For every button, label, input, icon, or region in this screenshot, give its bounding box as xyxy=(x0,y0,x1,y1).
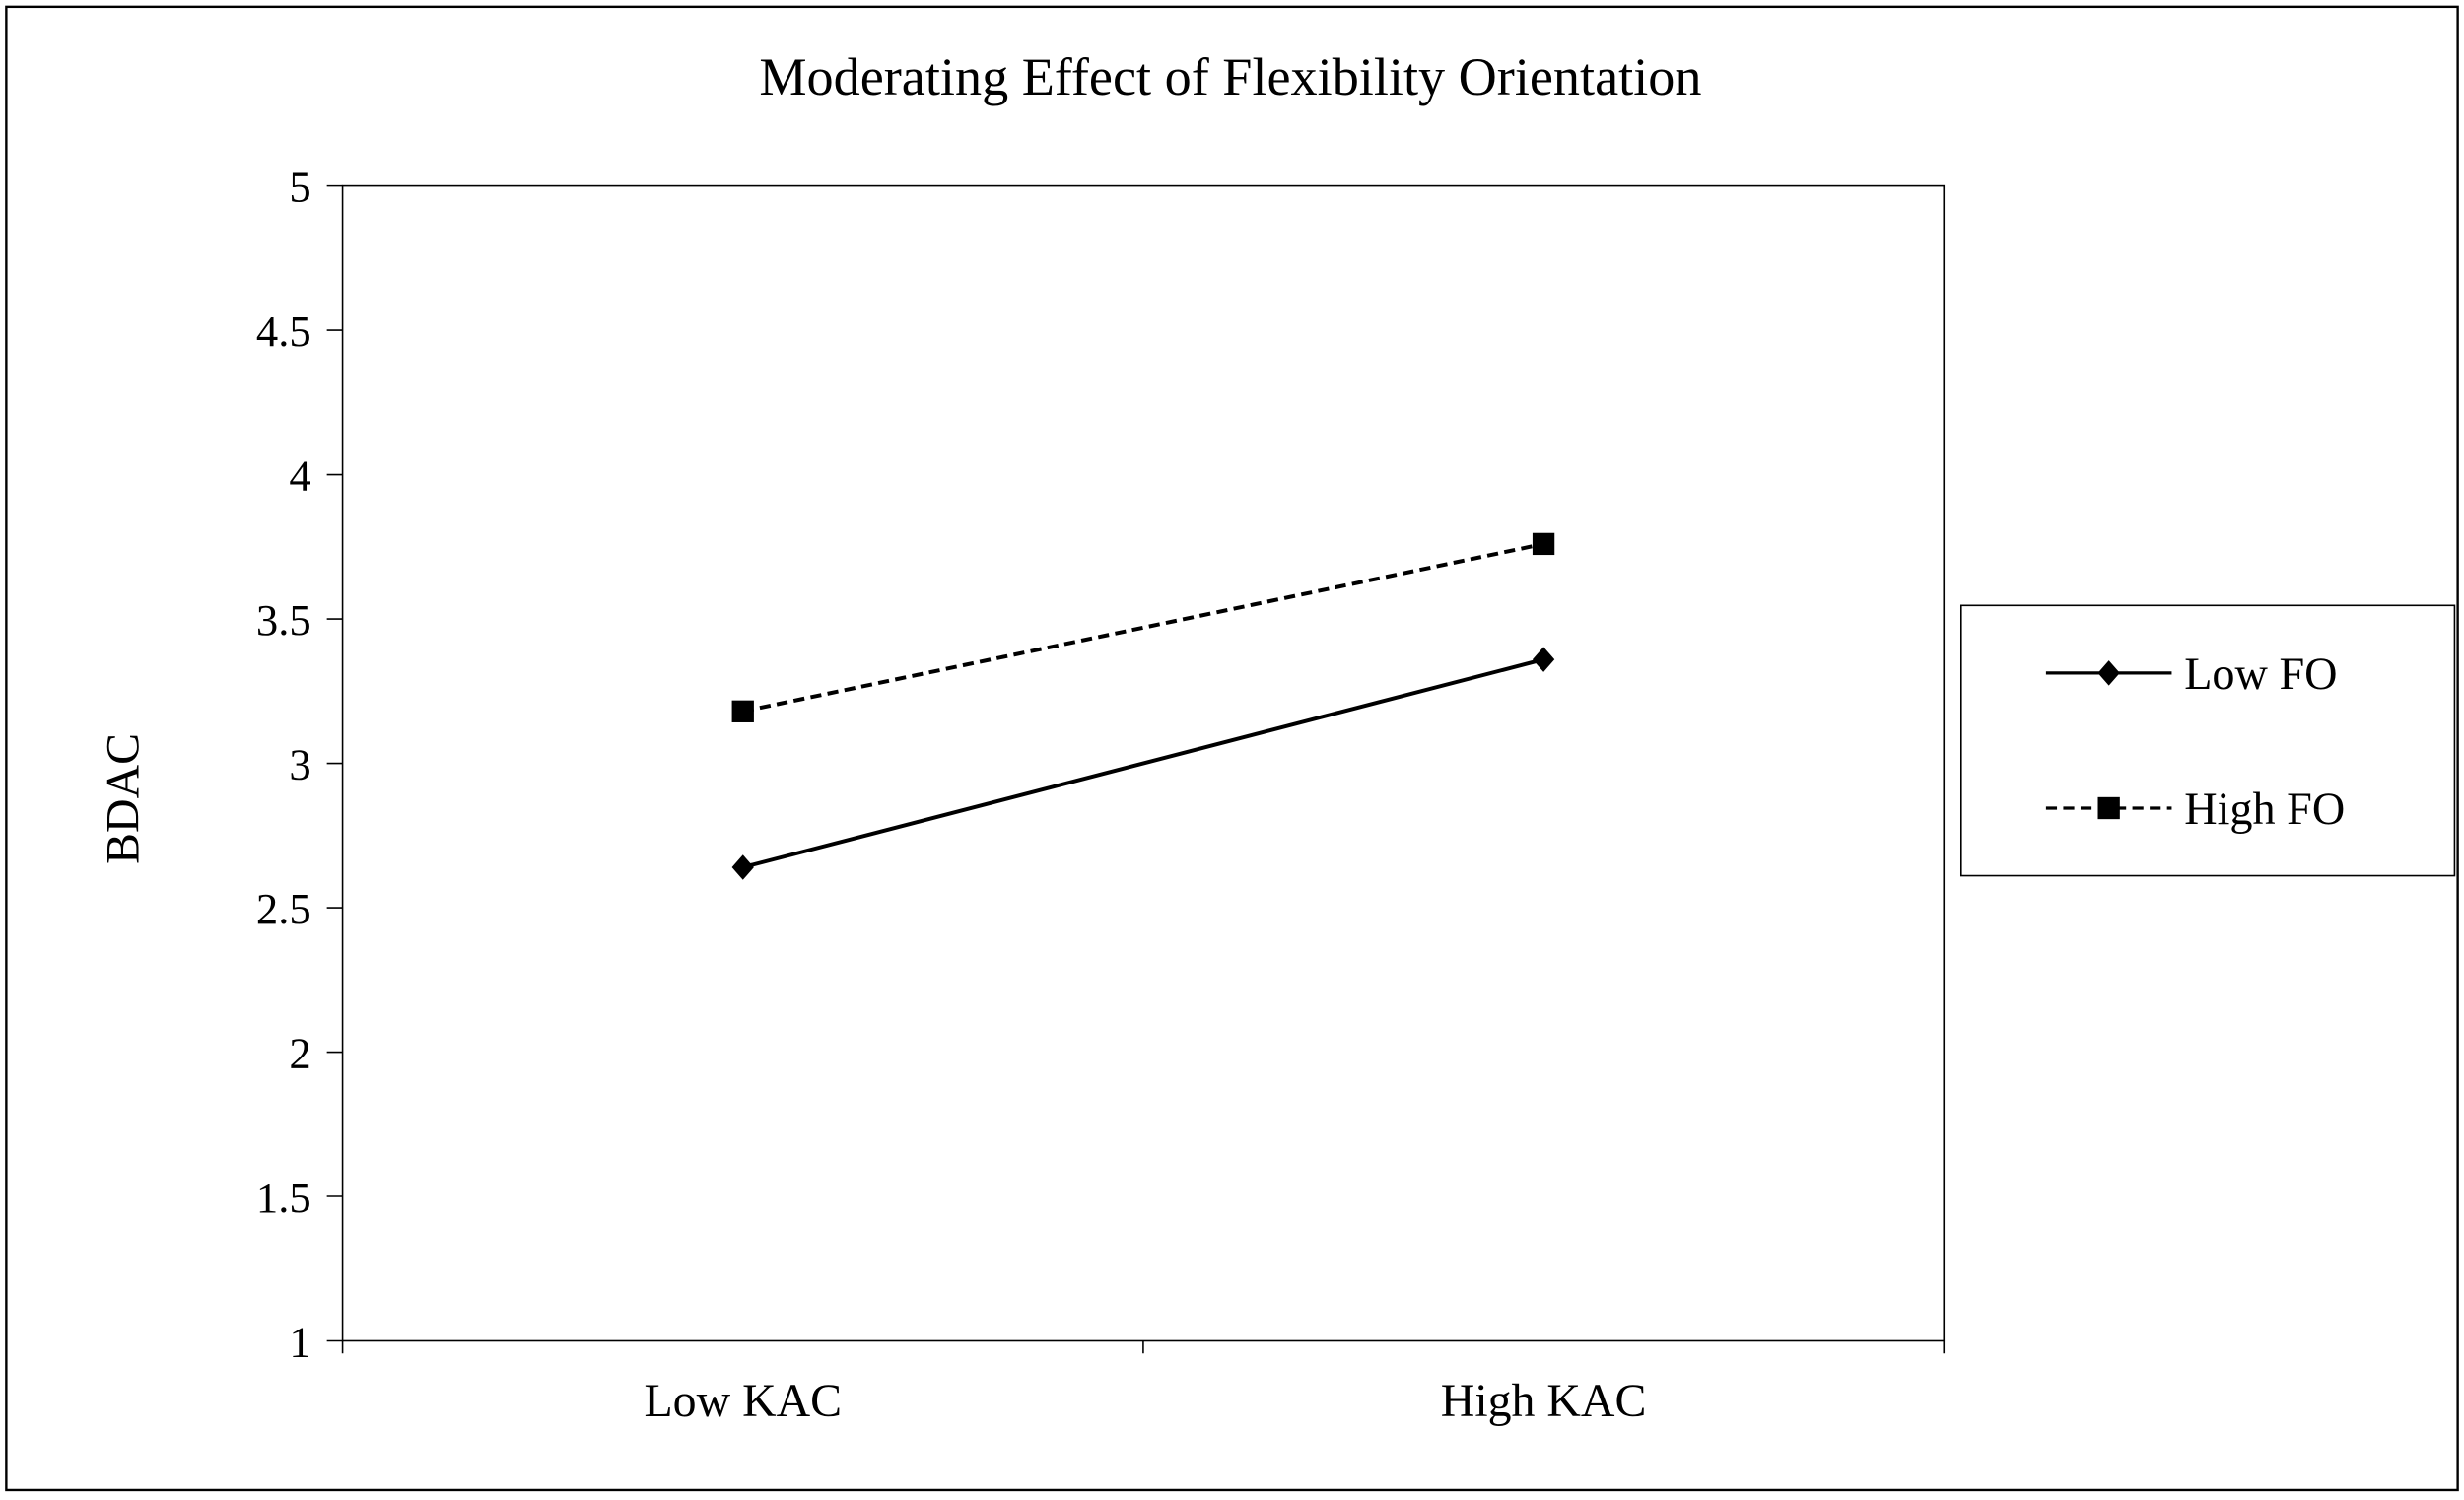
series-line xyxy=(742,657,1544,869)
x-tick-label: High KAC xyxy=(1441,1375,1647,1427)
y-tick-label: 2.5 xyxy=(256,884,311,933)
y-tick-label: 1 xyxy=(289,1317,310,1366)
y-tick-label: 4 xyxy=(289,451,310,501)
y-tick-label: 3 xyxy=(289,739,310,788)
data-point-square xyxy=(731,700,754,722)
x-tick-label: Low KAC xyxy=(644,1375,842,1427)
series-high-fo xyxy=(731,532,1555,722)
y-tick-label: 1.5 xyxy=(256,1173,311,1222)
data-point-square xyxy=(1532,532,1555,556)
y-tick-label: 4.5 xyxy=(256,307,311,356)
legend-marker-square xyxy=(2097,796,2120,820)
y-axis-label: BDAC xyxy=(97,733,149,864)
series-line xyxy=(742,541,1544,714)
legend: Low FO High FO xyxy=(1959,604,2456,877)
legend-box xyxy=(1959,604,2456,877)
legend-item: Low FO xyxy=(2045,648,2338,699)
legend-label: High FO xyxy=(2184,784,2345,834)
legend-label: Low FO xyxy=(2184,648,2337,699)
y-tick-label: 3.5 xyxy=(256,595,311,645)
chart-title: Moderating Effect of Flexibility Orienta… xyxy=(759,47,1701,106)
data-point-diamond xyxy=(731,854,754,880)
y-tick-label: 5 xyxy=(289,163,310,212)
legend-item: High FO xyxy=(2045,784,2345,834)
y-tick-label: 2 xyxy=(289,1028,310,1077)
